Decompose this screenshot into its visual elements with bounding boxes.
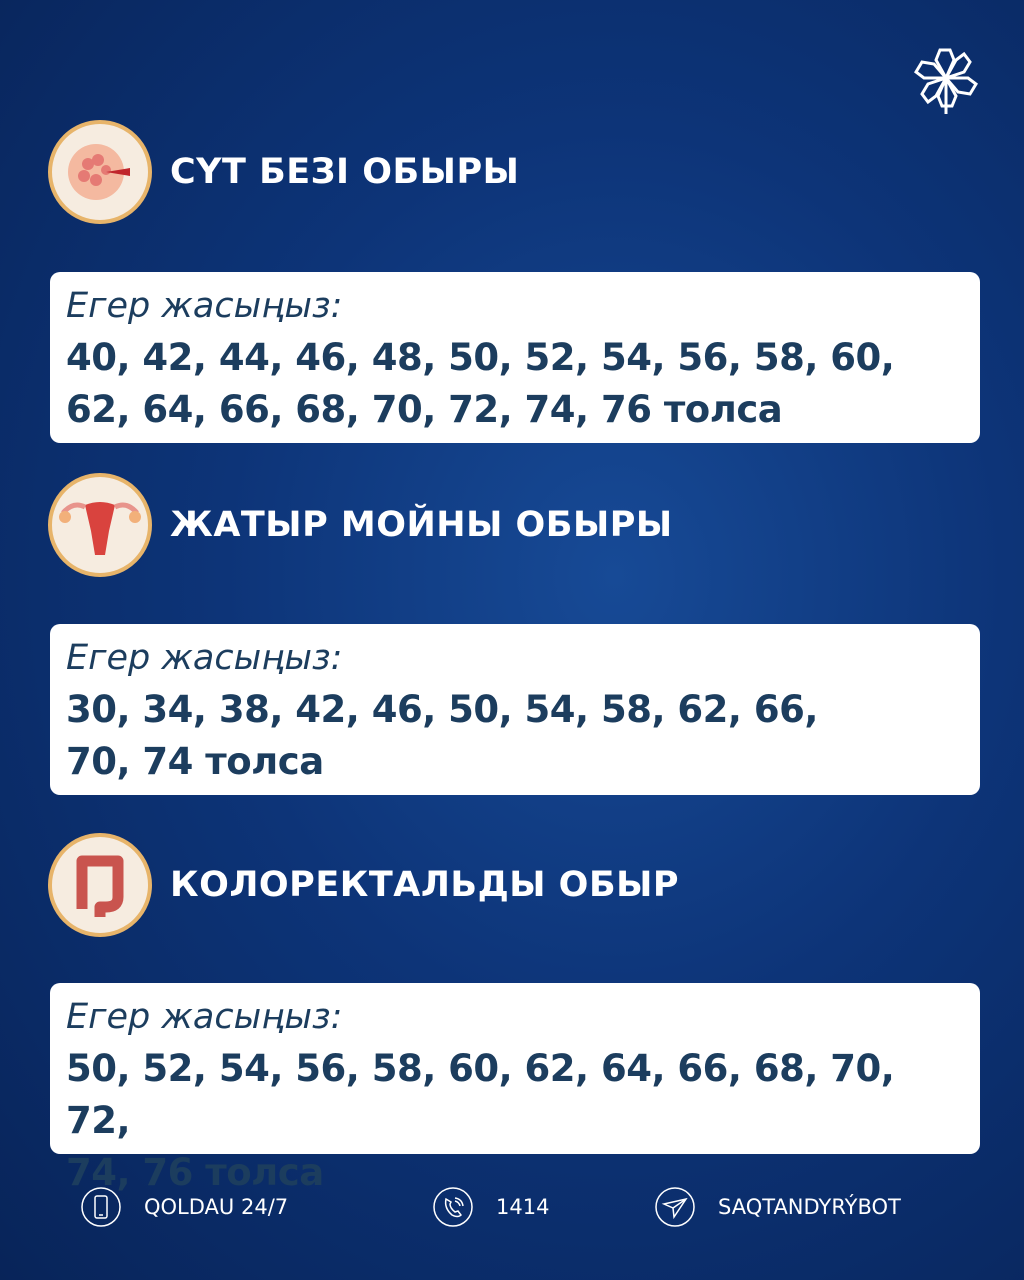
age-label: Егер жасыңыз:	[66, 286, 343, 326]
age-list-line: 70, 74 толса	[66, 740, 324, 783]
age-list-line: 62, 64, 66, 68, 70, 72, 74, 76 толса	[66, 388, 783, 431]
uterus-icon	[48, 473, 152, 577]
section-title-breast-cancer: СҮТ БЕЗІ ОБЫРЫ	[48, 120, 519, 224]
footer-support: QOLDAU 24/7	[80, 1186, 288, 1228]
age-card: Егер жасыңыз: 30, 34, 38, 42, 46, 50, 54…	[50, 624, 980, 795]
footer-text: SAQTANDYRÝBOT	[718, 1195, 901, 1219]
age-list-line: 30, 34, 38, 42, 46, 50, 54, 58, 62, 66,	[66, 688, 818, 731]
footer-telegram: SAQTANDYRÝBOT	[654, 1186, 901, 1228]
section-title-text: КОЛОРЕКТАЛЬДЫ ОБЫР	[170, 865, 680, 905]
colon-icon	[48, 833, 152, 937]
section-title-cervical-cancer: ЖАТЫР МОЙНЫ ОБЫРЫ	[48, 473, 673, 577]
call-icon	[433, 1187, 473, 1227]
section-title-colorectal-cancer: КОЛОРЕКТАЛЬДЫ ОБЫР	[48, 833, 679, 937]
age-list-line: 74, 76 толса	[66, 1151, 324, 1194]
age-label: Егер жасыңыз:	[66, 638, 343, 678]
telegram-icon	[655, 1187, 695, 1227]
section-title-text: ЖАТЫР МОЙНЫ ОБЫРЫ	[170, 505, 673, 545]
age-list-line: 40, 42, 44, 46, 48, 50, 52, 54, 56, 58, …	[66, 336, 895, 379]
section-title-text: СҮТ БЕЗІ ОБЫРЫ	[170, 152, 520, 192]
footer-text: QOLDAU 24/7	[144, 1195, 289, 1219]
breast-icon	[48, 120, 152, 224]
age-card: Егер жасыңыз: 50, 52, 54, 56, 58, 60, 62…	[50, 983, 980, 1194]
footer-text: 1414	[496, 1195, 550, 1219]
logo-icon	[914, 48, 978, 114]
footer-call: 1414	[432, 1186, 549, 1228]
age-list-line: 50, 52, 54, 56, 58, 60, 62, 64, 66, 68, …	[66, 1047, 895, 1142]
age-label: Егер жасыңыз:	[66, 997, 343, 1037]
phone-icon	[81, 1187, 121, 1227]
age-card: Егер жасыңыз: 40, 42, 44, 46, 48, 50, 52…	[50, 272, 980, 443]
